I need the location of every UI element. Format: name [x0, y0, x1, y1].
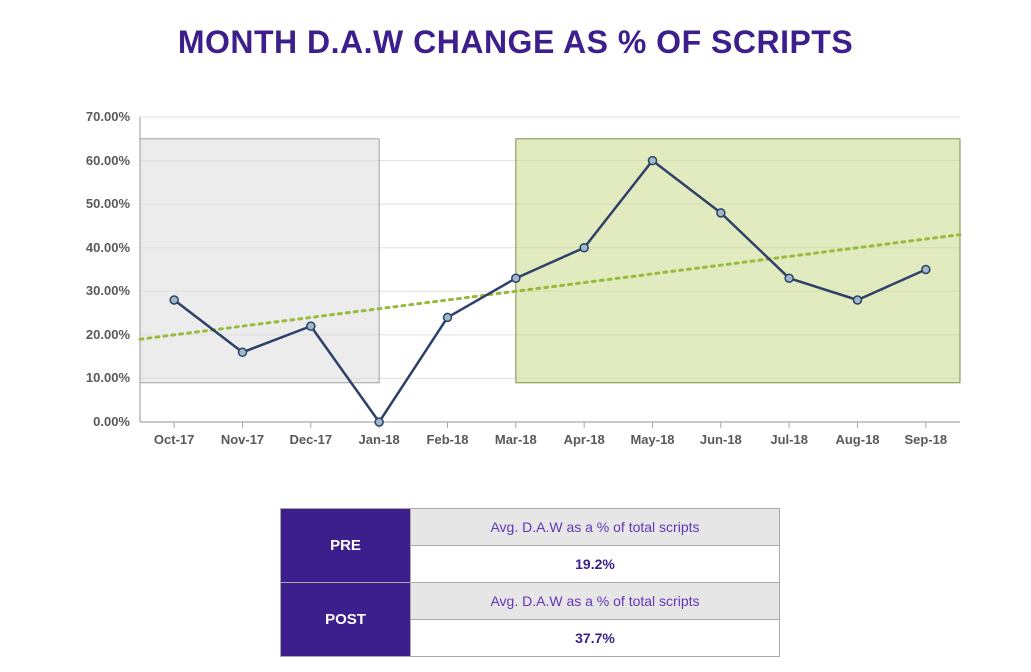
- x-tick-label: Nov-17: [209, 432, 277, 447]
- y-tick-label: 0.00%: [60, 414, 130, 429]
- y-tick-label: 10.00%: [60, 370, 130, 385]
- summary-hdr: PRE: [281, 509, 411, 583]
- x-tick-label: Dec-17: [277, 432, 345, 447]
- line-chart: 0.00% 10.00% 20.00% 30.00% 40.00% 50.00% 60.00…: [60, 95, 980, 475]
- x-tick-label: Jan-18: [345, 432, 413, 447]
- summary-table: PREAvg. D.A.W as a % of total scripts19.…: [280, 508, 780, 657]
- x-tick-label: Sep-18: [892, 432, 960, 447]
- x-tick-label: Jul-18: [755, 432, 823, 447]
- summary-value: 37.7%: [411, 620, 780, 657]
- summary-label: Avg. D.A.W as a % of total scripts: [411, 509, 780, 546]
- summary-label: Avg. D.A.W as a % of total scripts: [411, 583, 780, 620]
- x-tick-label: Apr-18: [550, 432, 618, 447]
- line-chart-svg: [60, 95, 980, 475]
- x-tick-label: May-18: [619, 432, 687, 447]
- chart-title: MONTH D.A.W CHANGE AS % OF SCRIPTS: [0, 0, 1031, 61]
- summary-hdr: POST: [281, 583, 411, 657]
- summary-value: 19.2%: [411, 546, 780, 583]
- y-tick-label: 60.00%: [60, 153, 130, 168]
- x-tick-label: Feb-18: [414, 432, 482, 447]
- y-tick-label: 70.00%: [60, 109, 130, 124]
- x-tick-label: Oct-17: [140, 432, 208, 447]
- x-tick-label: Aug-18: [824, 432, 892, 447]
- x-tick-label: Jun-18: [687, 432, 755, 447]
- y-tick-label: 40.00%: [60, 240, 130, 255]
- y-tick-label: 30.00%: [60, 283, 130, 298]
- summary-table-body: PREAvg. D.A.W as a % of total scripts19.…: [281, 509, 780, 657]
- y-tick-label: 20.00%: [60, 327, 130, 342]
- y-tick-label: 50.00%: [60, 196, 130, 211]
- x-tick-label: Mar-18: [482, 432, 550, 447]
